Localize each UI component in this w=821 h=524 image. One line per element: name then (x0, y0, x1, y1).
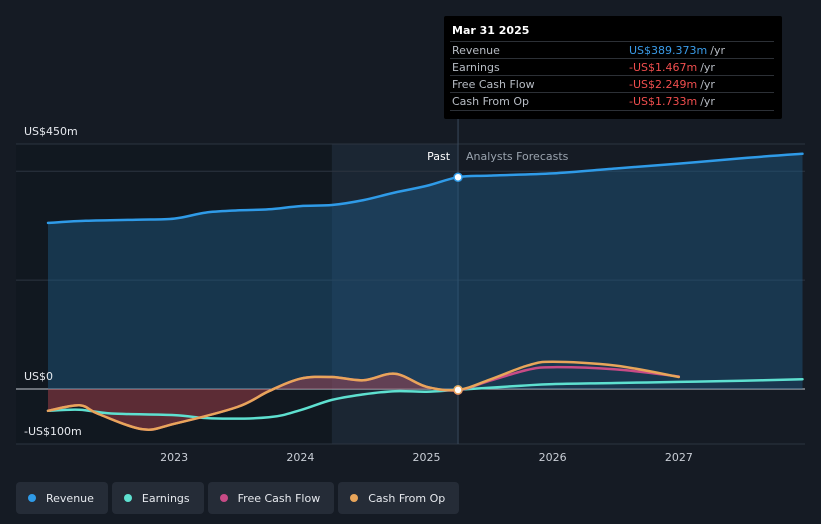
legend-label: Earnings (141, 491, 190, 505)
legend-label: Revenue (46, 491, 94, 505)
tooltip-row-name: Free Cash Flow (452, 78, 535, 91)
legend-item-cash-from-op[interactable]: Cash From Op (338, 482, 460, 514)
series-line-cash-from-op (46, 360, 681, 431)
data-point-marker (453, 385, 463, 395)
tooltip-row-name: Revenue (452, 44, 500, 57)
x-tick-label: 2024 (286, 451, 314, 464)
tooltip-row-revenue: Revenue US$389.373m/yr (450, 41, 774, 59)
tooltip-row-value: -US$1.467m (629, 61, 698, 74)
y-tick-label-zero: US$0 (24, 370, 54, 383)
legend-item-free-cash-flow[interactable]: Free Cash Flow (207, 482, 335, 514)
data-tooltip: Mar 31 2025 Revenue US$389.373m/yr Earni… (444, 16, 782, 119)
legend-dot-icon (350, 494, 359, 502)
tooltip-date: Mar 31 2025 (452, 24, 530, 37)
tooltip-row-free-cash-flow: Free Cash Flow -US$2.249m/yr (450, 75, 774, 93)
tooltip-row-name: Earnings (452, 61, 500, 74)
x-tick-label: 2025 (413, 451, 441, 464)
x-tick-label: 2027 (665, 451, 693, 464)
tooltip-row-unit: /yr (710, 44, 725, 57)
tooltip-row-value: US$389.373m (629, 44, 708, 57)
tooltip-row-unit: /yr (700, 78, 715, 91)
legend-dot-icon (28, 494, 36, 502)
series-line-revenue (46, 152, 804, 225)
tooltip-row-name: Cash From Op (452, 95, 530, 108)
tooltip-row-value-wrap: -US$1.733m/yr (629, 95, 715, 108)
data-point-marker (453, 172, 463, 182)
legend-dot-icon (219, 494, 228, 502)
y-tick-label-bottom: -US$100m (24, 425, 82, 438)
forecast-label: Analysts Forecasts (466, 150, 569, 163)
legend-item-revenue[interactable]: Revenue (16, 482, 108, 514)
tooltip-row-unit: /yr (700, 61, 715, 74)
legend-dot-icon (123, 494, 132, 502)
tooltip-row-value: -US$1.733m (629, 95, 698, 108)
revenue-area (48, 153, 803, 389)
legend-label: Free Cash Flow (237, 491, 321, 505)
legend-item-earnings[interactable]: Earnings (111, 482, 204, 514)
tooltip-row-value-wrap: US$389.373m/yr (629, 44, 725, 57)
tooltip-row-earnings: Earnings -US$1.467m/yr (450, 58, 774, 76)
y-tick-label-top: US$450m (24, 125, 78, 138)
series-line-earnings (46, 377, 804, 420)
tooltip-row-value-wrap: -US$2.249m/yr (629, 78, 715, 91)
x-tick-label: 2026 (539, 451, 567, 464)
recent-past-band (331, 144, 459, 444)
past-band (16, 144, 332, 444)
chart-legend: Revenue Earnings Free Cash Flow Cash Fro… (16, 482, 460, 516)
tooltip-row-value: -US$2.249m (629, 78, 698, 91)
tooltip-row-cash-from-op: Cash From Op -US$1.733m/yr (450, 92, 774, 111)
tooltip-row-value-wrap: -US$1.467m/yr (629, 61, 715, 74)
tooltip-row-unit: /yr (700, 95, 715, 108)
legend-label: Cash From Op (368, 491, 446, 505)
past-label: Past (427, 150, 451, 163)
x-tick-label: 2023 (160, 451, 188, 464)
